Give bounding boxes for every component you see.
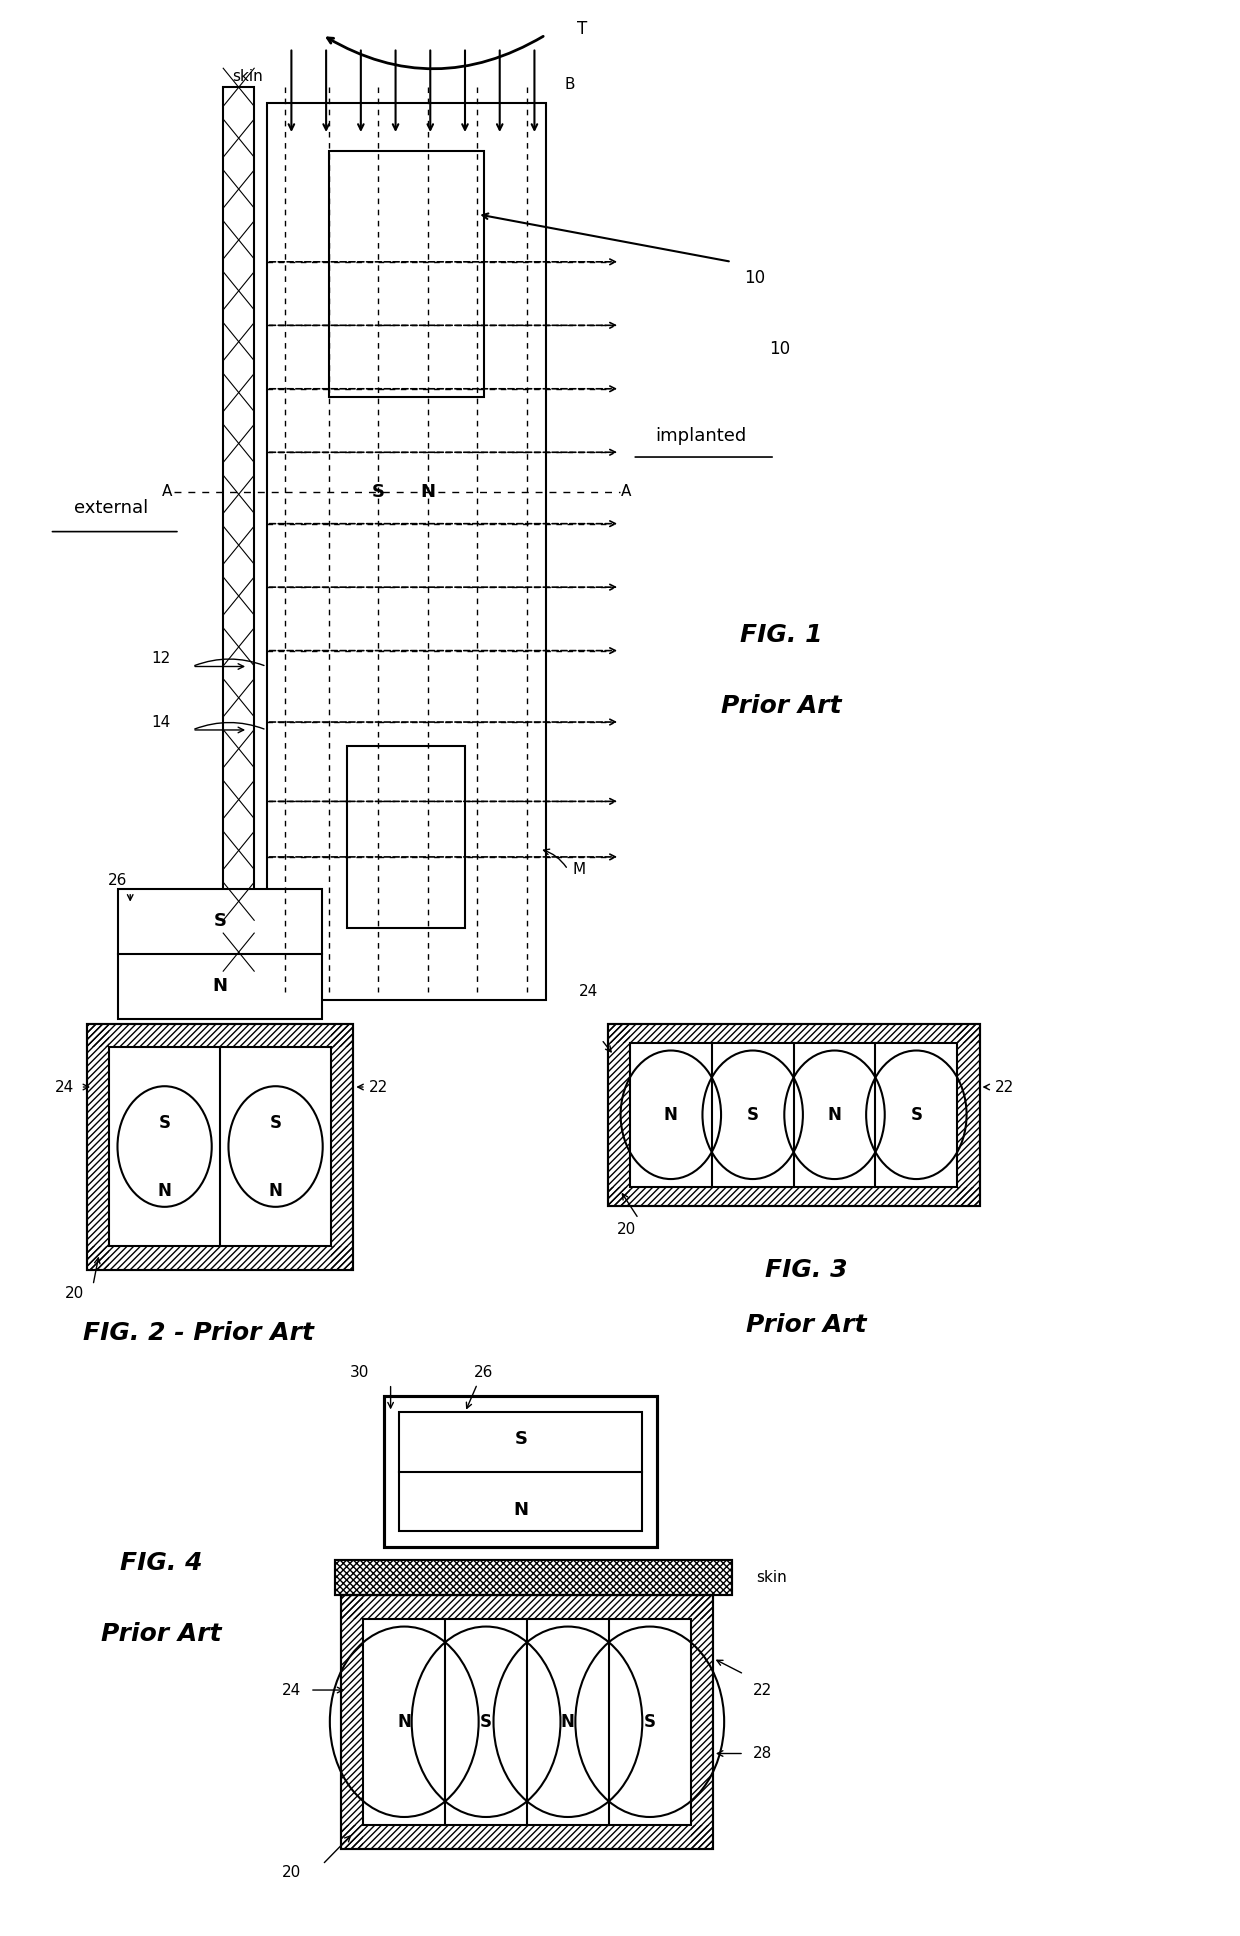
Text: 24: 24 [55, 1080, 74, 1094]
Bar [329, 151, 484, 397]
Text: skin: skin [756, 1570, 787, 1586]
Text: S: S [910, 1105, 923, 1123]
Text: S: S [480, 1713, 492, 1731]
Bar [109, 1047, 331, 1245]
Text: 12: 12 [151, 650, 171, 666]
Bar [399, 1413, 642, 1531]
Bar [118, 889, 322, 1018]
Text: A: A [162, 484, 172, 499]
Bar [384, 1396, 657, 1547]
Bar [608, 1024, 980, 1206]
Text: 24: 24 [579, 983, 599, 999]
Text: implanted: implanted [655, 428, 746, 445]
Text: 20: 20 [64, 1286, 84, 1301]
Bar [630, 1044, 957, 1187]
Bar [341, 1826, 713, 1849]
Text: N: N [513, 1500, 528, 1518]
Bar [87, 1024, 353, 1270]
Bar [341, 1595, 363, 1849]
Text: S: S [372, 482, 384, 501]
Text: 24: 24 [281, 1682, 301, 1698]
Text: 22: 22 [994, 1080, 1014, 1094]
Bar [335, 1560, 732, 1595]
Text: S: S [746, 1105, 759, 1123]
Text: N: N [157, 1183, 171, 1200]
Text: Prior Art: Prior Art [100, 1622, 222, 1646]
Bar [335, 1560, 732, 1595]
Text: 20: 20 [281, 1864, 301, 1880]
Bar [87, 1245, 353, 1270]
Text: S: S [515, 1429, 527, 1448]
Bar [347, 745, 465, 929]
Text: 22: 22 [368, 1080, 388, 1094]
Text: N: N [397, 1713, 412, 1731]
Bar [267, 103, 546, 999]
Text: 26: 26 [474, 1365, 494, 1380]
Text: B: B [564, 77, 574, 91]
Text: S: S [159, 1113, 171, 1133]
Text: N: N [420, 482, 435, 501]
Text: S: S [269, 1113, 281, 1133]
Bar [87, 1024, 109, 1270]
Text: 10: 10 [744, 269, 765, 287]
Text: skin: skin [233, 68, 263, 83]
Text: N: N [560, 1713, 575, 1731]
Bar [341, 1595, 713, 1618]
Text: external: external [74, 499, 149, 517]
Text: FIG. 2 - Prior Art: FIG. 2 - Prior Art [83, 1320, 314, 1346]
Bar [223, 87, 254, 953]
Text: FIG. 4: FIG. 4 [120, 1551, 202, 1576]
Text: FIG. 3: FIG. 3 [765, 1258, 847, 1282]
Bar [608, 1024, 980, 1206]
Text: Prior Art: Prior Art [745, 1313, 867, 1338]
Text: T: T [577, 19, 587, 37]
Bar [341, 1595, 713, 1849]
Text: S: S [644, 1713, 656, 1731]
Text: M: M [573, 862, 587, 877]
Bar [957, 1024, 980, 1206]
Text: FIG. 1: FIG. 1 [740, 623, 822, 647]
Bar [691, 1595, 713, 1849]
Bar [608, 1024, 630, 1206]
Bar [608, 1024, 980, 1044]
Bar [87, 1024, 353, 1270]
Text: N: N [212, 978, 228, 995]
Bar [87, 1024, 353, 1047]
Text: N: N [827, 1105, 842, 1123]
Text: 28: 28 [753, 1746, 773, 1762]
Text: 22: 22 [753, 1682, 773, 1698]
Text: N: N [269, 1183, 283, 1200]
Text: A: A [621, 484, 631, 499]
Text: 30: 30 [350, 1365, 370, 1380]
Bar [341, 1595, 713, 1849]
Bar [363, 1618, 691, 1826]
Text: S: S [213, 912, 227, 929]
Text: 14: 14 [151, 714, 171, 730]
Text: 26: 26 [108, 873, 128, 889]
Bar [608, 1187, 980, 1206]
Text: N: N [663, 1105, 678, 1123]
Text: Prior Art: Prior Art [720, 695, 842, 718]
Bar [331, 1024, 353, 1270]
Bar [335, 1560, 732, 1595]
Text: 10: 10 [769, 341, 790, 358]
Text: 20: 20 [616, 1222, 636, 1237]
